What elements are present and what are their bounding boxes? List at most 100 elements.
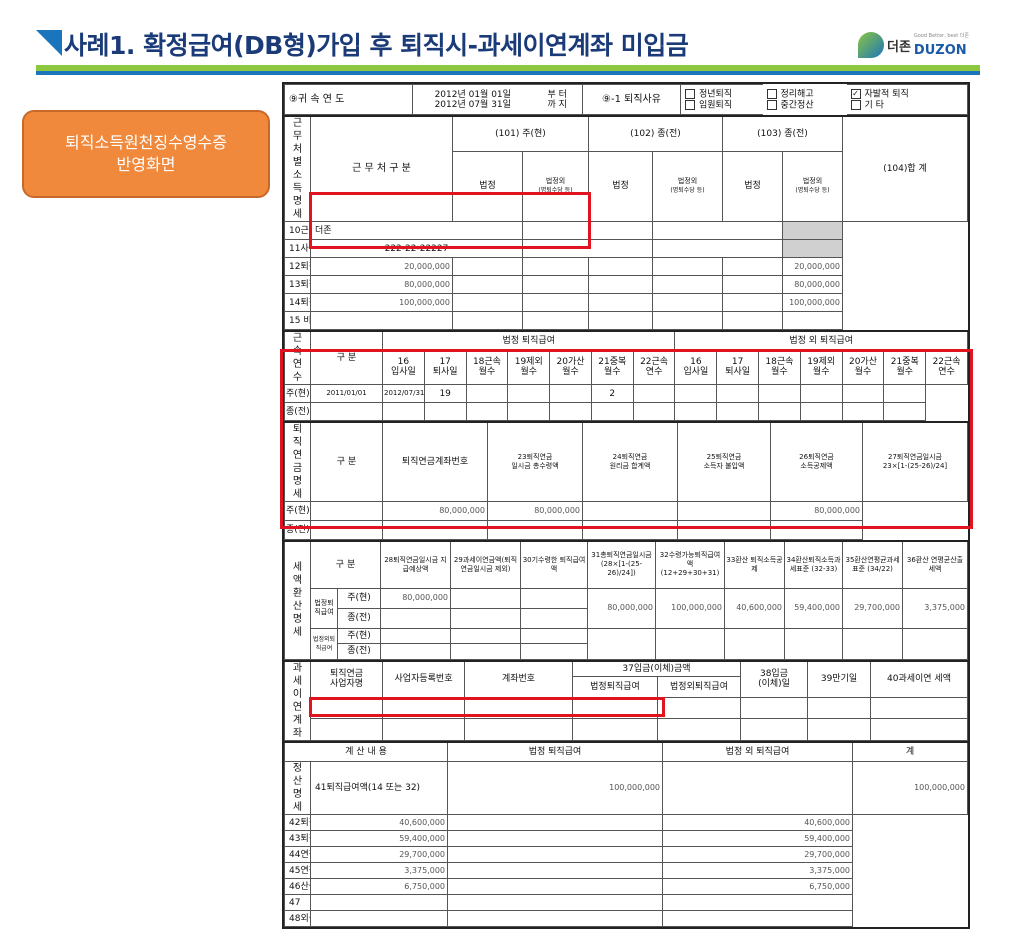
cell xyxy=(870,696,968,719)
section-tax-conversion: 세액환산명세 구 분 28퇴직연금일시금 지급예상액 29과세이연금액(퇴직연금일… xyxy=(284,540,968,660)
logo-leaf-icon xyxy=(858,32,884,58)
side-label: 과세이연계좌 xyxy=(284,660,311,741)
checkbox[interactable] xyxy=(685,89,695,99)
value xyxy=(465,402,509,421)
col-header: (101) 주(현) xyxy=(452,115,589,152)
col-header: 37입금(이체)금액 xyxy=(572,659,741,678)
cell xyxy=(655,627,726,660)
col-header: 퇴직연금 사업자명 xyxy=(310,660,383,698)
logo-en: DUZON xyxy=(913,43,967,58)
value-36: 3,375,000 xyxy=(902,587,968,629)
col-header: 21중복 월수 xyxy=(590,349,634,386)
value-101: 100,000,000 xyxy=(310,293,453,312)
cell xyxy=(902,627,968,660)
value-101: 80,000,000 xyxy=(310,275,453,294)
side-label: 퇴직연금명세 xyxy=(284,421,311,502)
col-header: 27퇴직연금일시금 23×[1-(25-26)/24] xyxy=(862,421,968,502)
nonlegal-header: 법정외 (명퇴수당 등) xyxy=(782,150,843,223)
col-header: 16 입사일 xyxy=(674,349,718,386)
row-label: 46산출세액(작성방법 참조) xyxy=(284,878,311,895)
reason-retire[interactable]: 정년퇴직 xyxy=(685,89,762,100)
cell xyxy=(450,627,522,644)
value-legal: 59,400,000 xyxy=(309,830,449,847)
legal-label: 법정퇴직급여 xyxy=(310,587,338,629)
reason-label-text: 정리해고 xyxy=(780,89,814,100)
nonlegal-sub: (명퇴수당 등) xyxy=(670,187,705,195)
cell xyxy=(652,257,723,276)
table-row: 15 비과세소득 xyxy=(284,311,968,330)
checkbox[interactable] xyxy=(766,99,777,110)
reason-voluntary[interactable]: ✓ 자발적 퇴직 xyxy=(850,89,967,100)
checkbox[interactable] xyxy=(766,89,777,99)
reason-exec[interactable]: 임원퇴직 xyxy=(685,99,762,110)
to-label: 까 지 xyxy=(547,99,567,110)
row-main: 주(현) xyxy=(336,587,382,609)
col-header: 18근속 월수 xyxy=(758,349,801,386)
value-101: 20,000,000 xyxy=(310,257,453,276)
cell xyxy=(722,293,783,312)
cell xyxy=(310,717,383,741)
row-label: 12퇴직급여 xyxy=(284,257,311,276)
value-legal xyxy=(309,894,449,911)
year-label: ⑨귀 속 연 도 xyxy=(284,84,413,115)
cell xyxy=(450,587,522,609)
cell xyxy=(452,275,523,294)
nonlegal-sub: (명퇴수당 등) xyxy=(538,187,573,195)
cell xyxy=(380,627,452,644)
col-header: 24퇴직연금 원리금 합계액 xyxy=(582,421,678,502)
highlight-box-tax xyxy=(309,697,665,717)
col-header: 계 산 내 용 xyxy=(283,741,449,762)
cell xyxy=(452,257,523,276)
col-header: 법정퇴직급여 xyxy=(572,676,658,698)
cell xyxy=(784,627,844,660)
date-from: 2012년 01월 01일 xyxy=(434,89,511,100)
table-row: 종(전)근무지 xyxy=(284,402,968,421)
col-header: 21중복 월수 xyxy=(883,349,927,386)
cell xyxy=(522,293,589,312)
row-label: 47 xyxy=(284,894,311,911)
logo-tag: Good Better, best 더존 xyxy=(913,33,970,39)
period-dates: 2012년 01월 01일 2012년 07월 31일 xyxy=(412,84,533,115)
reason-label-text: 임원퇴직 xyxy=(699,100,733,110)
checkbox-checked[interactable]: ✓ xyxy=(850,89,861,99)
col-header: 17 퇴사일 xyxy=(423,349,467,386)
col-header: 법정 퇴직급여 xyxy=(447,741,664,762)
header-divider-green xyxy=(36,65,980,71)
col-header: 31총퇴직연금일시금 (28×[1-(25-26)/24]) xyxy=(587,540,657,589)
cell xyxy=(652,221,783,240)
value-legal: 3,375,000 xyxy=(309,862,449,879)
checkbox[interactable] xyxy=(850,99,861,110)
reason-layoff[interactable]: 정리해고 xyxy=(766,89,846,100)
cell xyxy=(520,587,589,609)
col-header: 구 분 xyxy=(310,421,383,502)
cell xyxy=(447,894,664,911)
checkbox[interactable] xyxy=(685,99,695,110)
value-total: 80,000,000 xyxy=(782,275,843,294)
cell xyxy=(842,627,904,660)
reason-interim[interactable]: 중간정산 xyxy=(766,99,846,110)
cell xyxy=(883,402,927,421)
duzon-logo: 더존 Good Better, best 더존 DUZON xyxy=(858,32,969,58)
col-header: 39만기일 xyxy=(807,660,871,698)
section-settlement: 계 산 내 용 법정 퇴직급여 법정 외 퇴직급여 계 정산명세 41퇴직급여액… xyxy=(283,740,968,927)
col-header: 법정 외 퇴직급여 xyxy=(674,330,968,351)
cell xyxy=(652,293,723,312)
callout-note: 퇴직소득원천징수영수증 반영화면 xyxy=(22,110,270,198)
side-label: 세액환산명세 xyxy=(284,540,311,660)
reason-other[interactable]: 기 타 xyxy=(850,99,967,110)
cell xyxy=(807,717,871,741)
cell xyxy=(662,761,854,815)
table-row: 48외국납부세액공제 xyxy=(284,910,968,927)
legal-header: 법정 xyxy=(452,150,523,223)
row-label: 42퇴직소득공제 xyxy=(284,814,311,831)
value-total: 20,000,000 xyxy=(782,257,843,276)
cell xyxy=(522,275,589,294)
value-total: 3,375,000 xyxy=(662,862,854,879)
cell xyxy=(450,607,522,629)
nonlegal-label: 법정외 xyxy=(802,177,823,186)
